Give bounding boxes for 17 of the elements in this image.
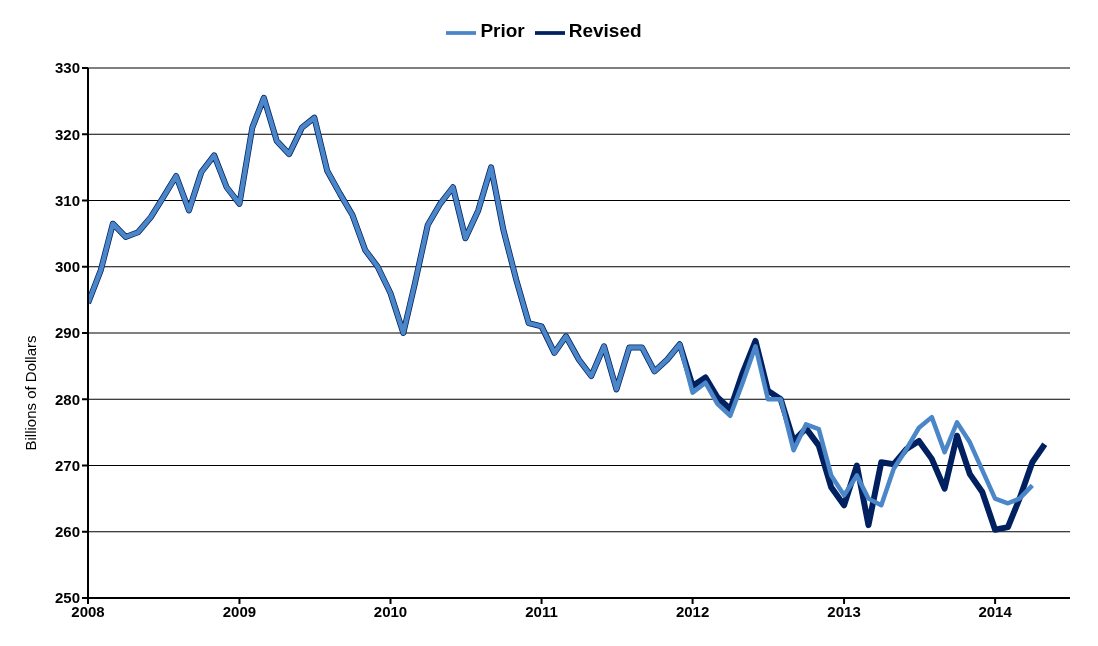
x-tick-label: 2009 [222,602,257,620]
x-tick-label: 2012 [675,602,710,620]
y-tick-label: 320 [54,125,80,143]
y-tick-label: 290 [54,324,80,342]
y-axis-title: Billions of Dollars [22,335,40,451]
y-tick-label: 260 [54,523,80,541]
y-tick-label: 280 [54,390,80,408]
legend-label: Prior [480,20,525,42]
x-tick-label: 2014 [978,602,1013,620]
legend-label: Revised [568,20,642,42]
x-tick-label: 2011 [525,602,558,620]
y-tick-label: 310 [54,191,80,209]
y-tick-label: 270 [54,456,80,474]
y-tick-label: 300 [54,258,80,276]
y-tick-label: 330 [54,59,80,77]
x-tick-label: 2013 [827,602,861,620]
x-tick-label: 2010 [373,602,408,620]
